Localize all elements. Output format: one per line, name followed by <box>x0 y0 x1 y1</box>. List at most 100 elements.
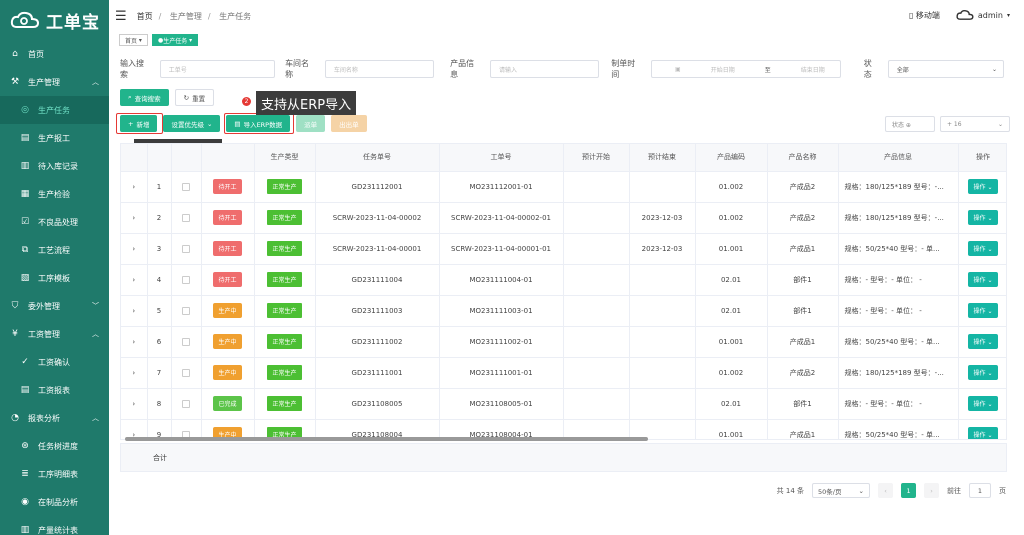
operation-button[interactable]: 操作 ⌄ <box>967 241 999 256</box>
status-badge: 生产中 <box>213 303 242 318</box>
task-icon: ◎ <box>21 105 29 115</box>
row-checkbox[interactable] <box>182 213 190 222</box>
breadcrumb-home[interactable]: 首页 <box>136 11 153 21</box>
operation-label: 操作 <box>973 432 986 439</box>
sidebar-item-14[interactable]: ⊛ 任务树进度 <box>0 432 109 460</box>
page-1-button[interactable]: 1 <box>901 483 916 498</box>
product-code: 01.001 <box>695 233 768 265</box>
operation-button[interactable]: 操作 ⌄ <box>967 365 999 380</box>
status-select[interactable]: 全部 ⌄ <box>887 60 1004 78</box>
table-row[interactable]: › 1 待开工 正常生产 GD231112001 MO231112001-01 01.002… <box>121 171 1006 203</box>
mobile-link[interactable]: ▯ 移动端 <box>909 10 940 21</box>
workshop-input[interactable]: 车间名称 <box>324 60 435 78</box>
sidebar-item-7[interactable]: ⧉ 工艺流程 <box>0 236 109 264</box>
column-count-select[interactable]: + 16 ⌄ <box>940 116 1010 132</box>
search-icon: ⌕ <box>128 93 132 101</box>
production-type-badge: 正常生产 <box>267 210 302 225</box>
status-badge: 生产中 <box>213 334 242 349</box>
expand-icon[interactable]: › <box>121 171 148 203</box>
expand-icon[interactable]: › <box>121 202 148 234</box>
work-order-number: MO231111002-01 <box>439 326 564 358</box>
chevron-down-icon: ⌄ <box>985 432 993 439</box>
sidebar-item-15[interactable]: ≣ 工序明细表 <box>0 460 109 488</box>
operation-cell: 操作 ⌄ <box>958 202 1006 234</box>
expand-icon[interactable]: › <box>121 357 148 389</box>
expand-icon[interactable]: › <box>121 233 148 265</box>
table-row[interactable]: › 6 生产中 正常生产 GD231111002 MO231111002-01 01.001… <box>121 326 1006 358</box>
tag-current[interactable]: ● 生产任务 ▾ <box>151 34 199 46</box>
table-row[interactable]: › 5 生产中 正常生产 GD231111003 MO231111003-01 02.01 部… <box>121 295 1006 327</box>
reset-button[interactable]: ↻ 重置 <box>174 89 215 106</box>
menu-toggle-icon[interactable]: ☰ <box>115 8 127 24</box>
sidebar-item-3[interactable]: ▤ 生产报工 <box>0 124 109 152</box>
table-row[interactable]: › 7 生产中 正常生产 GD231111001 MO231111001-01 01.002… <box>121 357 1006 389</box>
product-code: 01.001 <box>695 419 768 439</box>
goto-page-input[interactable]: 1 <box>969 483 991 498</box>
priority-button[interactable]: 设置优先级 ⌄ <box>163 115 221 132</box>
username: admin <box>977 10 1003 20</box>
sidebar-item-4[interactable]: ▥ 待入库记录 <box>0 152 109 180</box>
operation-button[interactable]: 操作 ⌄ <box>967 334 999 349</box>
chevron-down-icon: ⌄ <box>985 370 993 377</box>
row-index: 3 <box>147 233 172 265</box>
date-range-input[interactable]: ▣ 开始日期 至 结束日期 <box>651 60 841 78</box>
expand-icon[interactable]: › <box>121 264 148 296</box>
expand-icon[interactable]: › <box>121 295 148 327</box>
status-column-toggle[interactable]: 状态 ⊕ <box>885 116 935 132</box>
table-row[interactable]: › 4 待开工 正常生产 GD231111004 MO231111004-01 02.01 部… <box>121 264 1006 296</box>
user-menu[interactable]: admin ▾ <box>956 9 1010 21</box>
sidebar-item-2[interactable]: ◎ 生产任务 <box>0 96 109 124</box>
row-checkbox[interactable] <box>182 306 190 315</box>
operation-button[interactable]: 操作 ⌄ <box>967 303 999 318</box>
tag-home[interactable]: 首页 ▾ <box>119 34 148 46</box>
row-checkbox[interactable] <box>182 182 190 191</box>
query-button[interactable]: ⌕ 查询搜索 <box>120 89 169 106</box>
operation-button[interactable]: 操作 ⌄ <box>967 272 999 287</box>
sidebar-item-16[interactable]: ◉ 在制品分析 <box>0 488 109 516</box>
table-row[interactable]: › 2 待开工 正常生产 SCRW-2023-11-04-00002 SCRW-2023-… <box>121 202 1006 234</box>
sidebar-item-5[interactable]: ▦ 生产检验 <box>0 180 109 208</box>
horizontal-scrollbar[interactable] <box>125 437 648 441</box>
row-checkbox[interactable] <box>182 275 190 284</box>
operation-button[interactable]: 操作 ⌄ <box>967 396 999 411</box>
row-checkbox[interactable] <box>182 244 190 253</box>
sidebar-item-13[interactable]: ◔ 报表分析 ︿ <box>0 404 109 432</box>
sidebar-item-10[interactable]: ¥ 工资管理 ︿ <box>0 320 109 348</box>
add-button[interactable]: + 新增 <box>120 115 158 132</box>
logo[interactable]: 工单宝 <box>0 0 109 40</box>
work-order-input[interactable]: 工单号 <box>159 60 276 78</box>
sidebar-item-12[interactable]: ▤ 工资报表 <box>0 376 109 404</box>
operation-button[interactable]: 操作 ⌄ <box>967 427 999 439</box>
sidebar-item-label: 工序明细表 <box>38 469 78 479</box>
sidebar-item-11[interactable]: ✓ 工资确认 <box>0 348 109 376</box>
expand-icon[interactable]: › <box>121 419 148 439</box>
table-row[interactable]: › 8 已完成 正常生产 GD231108005 MO231108005-01 02.01 部… <box>121 388 1006 420</box>
sidebar-item-0[interactable]: ⌂ 首页 <box>0 40 109 68</box>
import-erp-button[interactable]: ▤ 导入ERP数据 <box>226 115 291 132</box>
dispatch-button[interactable]: 派单 <box>296 115 326 132</box>
expand-icon[interactable]: › <box>121 326 148 358</box>
breadcrumb-production[interactable]: 生产管理 <box>169 11 202 21</box>
sidebar-item-8[interactable]: ▧ 工序模板 <box>0 264 109 292</box>
table-row[interactable]: › 9 生产中 正常生产 GD231108004 MO231108004-01 01.001… <box>121 419 1006 439</box>
next-page-button[interactable]: › <box>924 483 939 498</box>
production-type-badge: 正常生产 <box>267 396 302 411</box>
out-button[interactable]: 出出单 <box>331 115 367 132</box>
sidebar-item-9[interactable]: ⛉ 委外管理 ﹀ <box>0 292 109 320</box>
operation-button[interactable]: 操作 ⌄ <box>967 179 999 194</box>
row-checkbox[interactable] <box>182 399 190 408</box>
table-row[interactable]: › 3 待开工 正常生产 SCRW-2023-11-04-00001 SCRW-2023-… <box>121 233 1006 265</box>
sidebar-item-1[interactable]: ⚒ 生产管理 ︿ <box>0 68 109 96</box>
sidebar-item-6[interactable]: ☑ 不良品处理 <box>0 208 109 236</box>
task-number: SCRW-2023-11-04-00001 <box>315 233 440 265</box>
product-input[interactable]: 请输入 <box>489 60 600 78</box>
page-size-select[interactable]: 50条/页 ⌄ <box>812 483 870 498</box>
operation-label: 操作 <box>973 339 986 346</box>
row-checkbox[interactable] <box>182 337 190 346</box>
prev-page-button[interactable]: ‹ <box>878 483 893 498</box>
chevron-down-icon: ⌄ <box>858 486 864 495</box>
expand-icon[interactable]: › <box>121 388 148 420</box>
sidebar-item-17[interactable]: ▥ 产量统计表 <box>0 516 109 535</box>
operation-button[interactable]: 操作 ⌄ <box>967 210 999 225</box>
row-checkbox[interactable] <box>182 368 190 377</box>
